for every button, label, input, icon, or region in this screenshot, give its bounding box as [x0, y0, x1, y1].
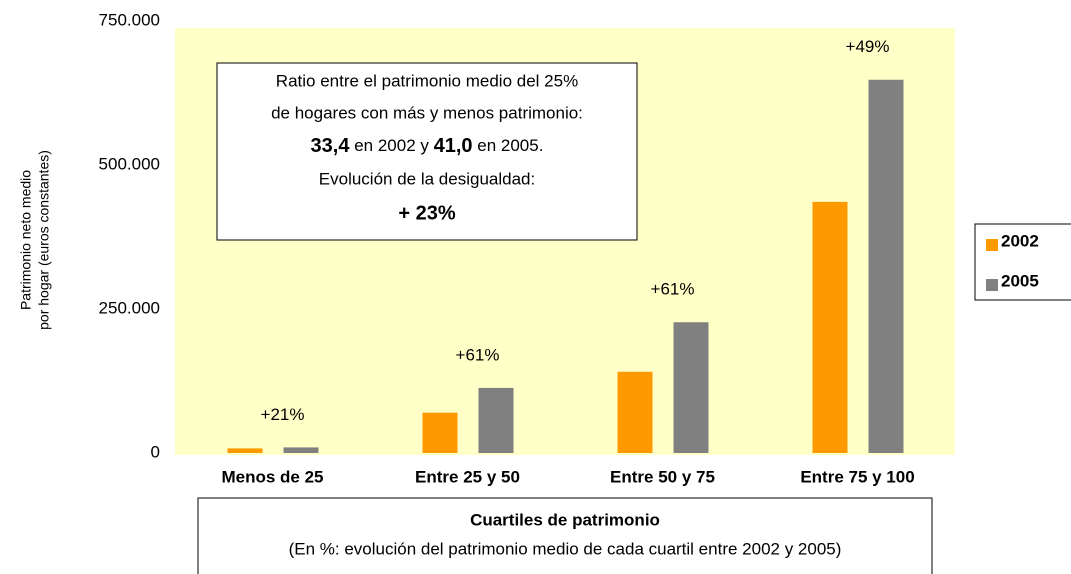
y-axis-label: Patrimonio neto medio por hogar (euros c… [18, 150, 52, 330]
annotation-text: en 2002 y [349, 136, 433, 155]
y-tick-label: 500.000 [99, 154, 160, 173]
bar [283, 447, 319, 453]
annotation-box [216, 62, 638, 241]
y-label-line: por hogar (euros constantes) [36, 150, 52, 330]
growth-label: +61% [456, 345, 500, 364]
legend-label: 2002 [1001, 231, 1039, 250]
growth-label: +21% [261, 405, 305, 424]
annotation-text: en 2005. [473, 136, 544, 155]
growth-label: +49% [846, 37, 890, 56]
bar [422, 412, 458, 453]
annotation-line: de hogares con más y menos patrimonio: [271, 103, 583, 122]
annotation-line: Evolución de la desigualdad: [319, 169, 535, 188]
y-tick-label: 250.000 [99, 298, 160, 317]
annotation-line: 33,4 en 2002 y 41,0 en 2005. [311, 135, 544, 157]
bar [478, 387, 514, 453]
bar [812, 201, 848, 453]
legend-swatch [986, 279, 998, 291]
x-axis-title: Cuartiles de patrimonio [470, 510, 660, 529]
legend-label: 2005 [1001, 271, 1039, 290]
ratio-2002: 33,4 [311, 135, 351, 157]
x-tick-label: Menos de 25 [221, 467, 323, 486]
x-tick-label: Entre 25 y 50 [415, 467, 520, 486]
x-tick-label: Entre 50 y 75 [610, 467, 715, 486]
bar [227, 448, 263, 453]
x-tick-label: Entre 75 y 100 [800, 467, 914, 486]
bar [617, 371, 653, 453]
bar [868, 79, 904, 453]
ratio-2005: 41,0 [434, 135, 473, 157]
growth-label: +61% [651, 280, 695, 299]
y-label-line: Patrimonio neto medio [18, 170, 34, 310]
annotation-emphasis: + 23% [398, 202, 455, 224]
y-tick-label: 0 [151, 442, 160, 461]
bar [673, 322, 709, 453]
x-title-box [197, 497, 933, 574]
legend-swatch [986, 239, 998, 251]
annotation-line: Ratio entre el patrimonio medio del 25% [276, 71, 578, 90]
y-tick-label: 750.000 [99, 10, 160, 29]
x-axis-subtitle: (En %: evolución del patrimonio medio de… [289, 539, 842, 558]
